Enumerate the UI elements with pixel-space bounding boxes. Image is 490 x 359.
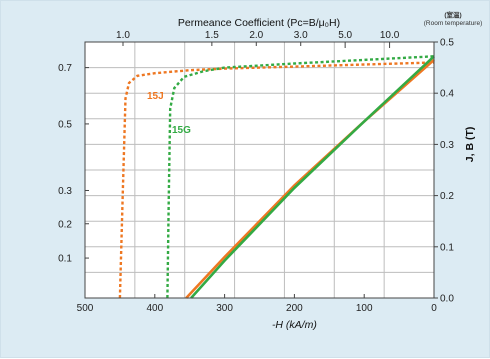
y-right-tick-label: 0.5 [440, 38, 454, 49]
y-right-tick-label: 0.0 [440, 294, 454, 305]
x-tick-label: 200 [286, 303, 303, 314]
x-tick-label: 400 [146, 303, 163, 314]
top-tick-label: 3.0 [294, 30, 308, 41]
series-15J-J-curve [118, 61, 435, 299]
y-left-tick-label: 0.5 [58, 119, 72, 130]
y-right-tick-label: 0.4 [440, 89, 454, 100]
top-tick-label: 5.0 [338, 30, 352, 41]
grid [85, 42, 434, 298]
x-tick-label: 500 [77, 303, 94, 314]
curves [118, 55, 435, 299]
y-right-tick-label: 0.3 [440, 140, 454, 151]
top-tick-label: 10.0 [380, 30, 400, 41]
x-tick-label: 100 [356, 303, 373, 314]
top-tick-label: 1.0 [116, 30, 130, 41]
y-right-tick-label: 0.1 [440, 242, 454, 253]
y-left-tick-label: 0.3 [58, 186, 72, 197]
room-temp-note-jp: (室温) [444, 10, 461, 19]
axes: 500 400 300 200 100 00.0 0.1 0.2 0.3 0.4 0.5 0.7 0.5… [58, 30, 454, 314]
top-tick-label: 2.0 [249, 30, 263, 41]
x-tick-label: 300 [216, 303, 233, 314]
x-tick-label: 0 [431, 303, 437, 314]
x-axis-label: -H (kA/m) [272, 319, 317, 331]
plot-frame [84, 41, 435, 299]
y-left-tick-label: 0.7 [58, 63, 72, 74]
y-right-tick-label: 0.2 [440, 191, 454, 202]
y-left-tick-label: 0.2 [58, 219, 72, 230]
series-label-15J: 15J [147, 91, 164, 102]
room-temp-note-en: (Room temperature) [424, 20, 483, 27]
y-left-tick-label: 0.1 [58, 254, 72, 265]
chart-title: Permeance Coefficient (Pc=B/μ₀H) [178, 17, 340, 29]
top-tick-label: 1.5 [205, 30, 219, 41]
series-15G-B-curve [190, 55, 435, 299]
series-label-15G: 15G [172, 125, 191, 136]
y-axis-label-right: J, B (T) [464, 127, 476, 163]
series-15G-J-curve [166, 55, 435, 299]
